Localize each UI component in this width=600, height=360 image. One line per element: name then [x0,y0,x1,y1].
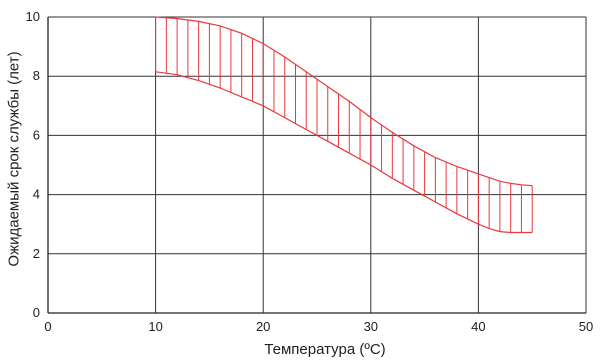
y-tick-label: 2 [33,246,40,261]
x-tick-label: 0 [44,319,51,334]
x-tick-label: 40 [471,319,485,334]
band-lower-curve [155,71,533,234]
y-tick-label: 4 [33,187,40,202]
y-tick-label: 8 [33,68,40,83]
tick-labels: 0 10 20 30 40 50 0 2 4 6 8 10 [26,9,594,334]
y-axis-label: Ожидаемый срок службы (лет) [6,51,23,266]
lifetime-band [155,16,533,234]
x-tick-label: 30 [364,319,378,334]
x-tick-label: 10 [148,319,162,334]
band-upper-curve [155,16,533,187]
y-tick-label: 0 [33,305,40,320]
x-tick-label: 20 [256,319,270,334]
y-tick-label: 6 [33,127,40,142]
y-tick-label: 10 [26,9,40,24]
x-axis-label: Температура (ºC) [264,341,385,358]
axes [47,17,586,314]
x-tick-label: 50 [579,319,593,334]
gridlines [48,16,587,313]
